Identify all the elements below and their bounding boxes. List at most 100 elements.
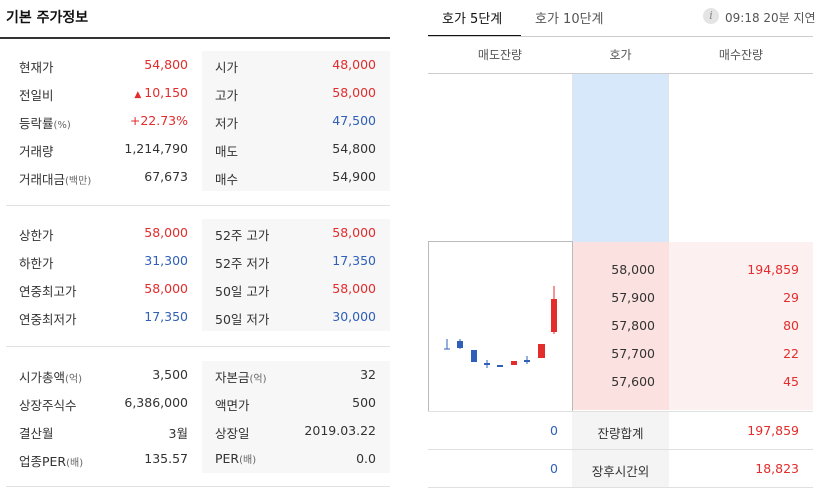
stat-value-text: 31,300 [144, 253, 188, 268]
stat-label-text: 전일비 [19, 88, 54, 103]
stat-value: 58,000 [332, 85, 376, 100]
stat-row: 52주 고가 58,000 [202, 219, 390, 247]
stat-label-text: 상장주식수 [19, 398, 77, 413]
stat-label: 50일 저가 [215, 309, 269, 328]
group1-left-column: 현재가 54,800 전일비 ▲ 10,150 등락률(%) +22.73% 거래량 1,214… [6, 51, 202, 191]
stat-value: 32 [360, 367, 376, 382]
stat-unit: (%) [53, 120, 71, 131]
stat-label: 거래량 [19, 141, 54, 160]
stat-label: 52주 저가 [215, 253, 269, 272]
stat-row: 상장일 2019.03.22 [202, 417, 390, 445]
bid-price[interactable]: 57,800 [611, 318, 655, 333]
candle [497, 365, 503, 367]
stat-value-text: 10,150 [144, 85, 188, 100]
stat-label: 시가총액(억) [19, 367, 82, 386]
stat-label: 하한가 [19, 253, 54, 272]
info-icon[interactable]: i [703, 8, 719, 24]
stat-label-text: 50일 저가 [215, 312, 270, 327]
stat-value-text: 58,000 [332, 85, 376, 100]
price-info-group-3: 시가총액(억) 3,500 상장주식수 6,386,000 결산월 3월 업종PER(배) 1… [6, 361, 390, 473]
orderbook-panel: 호가 5단계 호가 10단계 i 09:18 20분 지연 매도잔량 호가 매수… [428, 0, 816, 496]
stat-value-text: 54,800 [332, 141, 376, 156]
stat-value-text: 135.57 [144, 451, 188, 466]
delay-notice: 09:18 20분 지연 [725, 11, 816, 25]
stat-row: 연중최저가 17,350 [6, 303, 202, 331]
candle [484, 363, 490, 365]
stat-label: PER(배) [215, 451, 256, 466]
stat-label-text: 거래대금 [19, 172, 66, 187]
stat-row: 상장주식수 6,386,000 [6, 389, 202, 417]
stat-unit: (배) [66, 458, 84, 469]
basic-info-title: 기본 주가정보 [6, 10, 89, 26]
stat-row: 상한가 58,000 [6, 219, 202, 247]
stat-value-text: 17,350 [144, 309, 188, 324]
stat-row: 거래대금(백만) 67,673 [6, 163, 202, 191]
group-divider [6, 486, 390, 487]
stat-label-text: 시가 [215, 60, 239, 75]
bid-quantity: 45 [783, 374, 799, 389]
summary-label-cell [572, 450, 669, 488]
bid-price[interactable]: 58,000 [611, 262, 655, 277]
summary-label-cell [572, 412, 669, 450]
stat-value-text: 58,000 [332, 281, 376, 296]
stat-value-text: 67,673 [144, 169, 188, 184]
stat-row: 결산월 3월 [6, 417, 202, 445]
stat-value: 58,000 [332, 225, 376, 240]
stat-label: 액면가 [215, 395, 250, 414]
stat-value: 54,900 [332, 169, 376, 184]
stat-label: 결산월 [19, 423, 54, 442]
bid-quantity: 22 [783, 346, 799, 361]
bid-qty-area [669, 242, 813, 410]
candle [471, 350, 477, 362]
ask-price-area [572, 74, 669, 242]
stat-label-text: 상장일 [215, 426, 250, 441]
stat-value: 135.57 [144, 451, 188, 466]
stat-row: 전일비 ▲ 10,150 [6, 79, 202, 107]
stat-label-text: 상한가 [19, 228, 54, 243]
stat-label-text: 연중최저가 [19, 312, 77, 327]
bid-price[interactable]: 57,900 [611, 290, 655, 305]
bid-price[interactable]: 57,700 [611, 346, 655, 361]
stat-label-text: PER [215, 451, 240, 466]
summary-divider [428, 411, 813, 412]
tab-orderbook-10[interactable]: 호가 10단계 [535, 12, 604, 27]
stat-value: 2019.03.22 [304, 423, 376, 438]
header-price: 호가 [609, 48, 632, 62]
tab-divider [428, 36, 813, 37]
stat-label-text: 하한가 [19, 256, 54, 271]
column-divider [572, 74, 573, 242]
stat-label-text: 연중최고가 [19, 284, 77, 299]
stat-label-text: 자본금 [215, 370, 250, 385]
group1-right-column: 시가 48,000 고가 58,000 저가 47,500 매도 54,800 매수 54,900 [202, 51, 390, 191]
stat-label: 거래대금(백만) [19, 169, 91, 188]
stat-unit: (억) [65, 374, 83, 385]
group2-left-column: 상한가 58,000 하한가 31,300 연중최고가 58,000 연중최저가 17,350 [6, 219, 202, 331]
stat-label-text: 고가 [215, 88, 239, 103]
summary-ask-total: 0 [550, 423, 558, 438]
stat-row: 자본금(억) 32 [202, 361, 390, 389]
stat-value: ▲ 10,150 [134, 85, 188, 100]
stat-label-text: 시가총액 [19, 370, 66, 385]
stat-row: 고가 58,000 [202, 79, 390, 107]
orderbook-tabs: 호가 5단계 호가 10단계 i 09:18 20분 지연 [428, 0, 816, 37]
header-ask-qty: 매도잔량 [477, 48, 523, 62]
stat-label-text: 저가 [215, 116, 239, 131]
stat-label-text: 현재가 [19, 60, 54, 75]
stat-label: 상장일 [215, 423, 250, 442]
summary-bid-total: 197,859 [747, 423, 799, 438]
price-info-group-1: 현재가 54,800 전일비 ▲ 10,150 등락률(%) +22.73% 거래량 1,214… [6, 51, 390, 191]
bid-price[interactable]: 57,600 [611, 374, 655, 389]
stat-label: 연중최고가 [19, 281, 77, 300]
stat-value-text: 1,214,790 [124, 141, 188, 156]
tab-orderbook-5[interactable]: 호가 5단계 [442, 12, 503, 27]
stat-value-text: 32 [360, 367, 376, 382]
summary-label: 장후시간외 [591, 464, 650, 479]
header-divider [428, 73, 813, 74]
stat-value: 58,000 [332, 281, 376, 296]
summary-bid-total: 18,823 [755, 461, 799, 476]
stat-unit: (배) [239, 455, 257, 466]
candle [551, 299, 557, 332]
stat-value: 58,000 [144, 281, 188, 296]
stat-label-text: 거래량 [19, 144, 54, 159]
stat-value-text: 54,800 [144, 57, 188, 72]
